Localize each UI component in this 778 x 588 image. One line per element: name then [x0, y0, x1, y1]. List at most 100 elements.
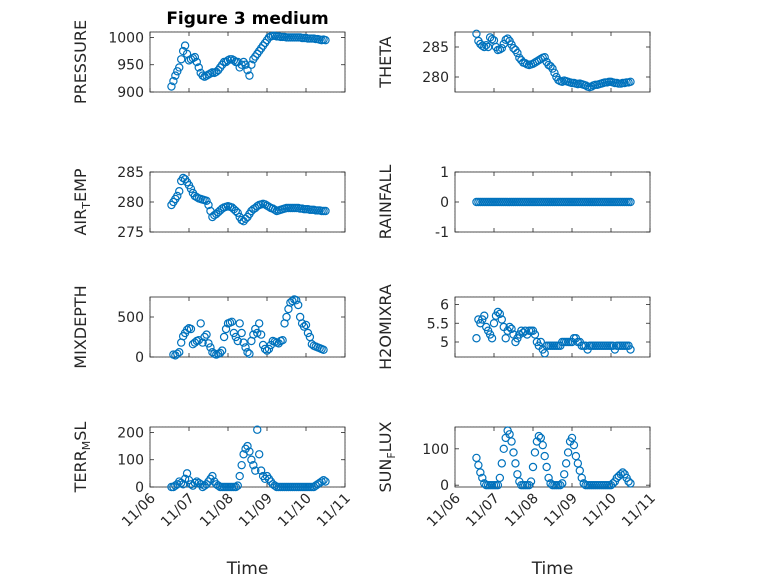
data-point [288, 296, 297, 306]
data-point [497, 459, 506, 468]
data-point [493, 307, 503, 317]
data-point [241, 343, 250, 352]
data-point [497, 315, 506, 324]
y-axis-label: AIRTEMP [71, 168, 93, 235]
data-point [526, 477, 536, 486]
data-point [204, 200, 213, 210]
subplot-2: 280 285 THETA [376, 29, 651, 93]
y-tick-label: 500 [117, 310, 144, 326]
data-point [194, 63, 203, 72]
data-point [255, 319, 264, 328]
chart-title: Figure 3 medium [166, 9, 328, 29]
data-point [546, 479, 555, 488]
data-point [192, 57, 201, 67]
data-point [175, 348, 184, 357]
y-tick-label: 200 [117, 425, 144, 441]
data-point [239, 338, 248, 347]
data-point [321, 35, 330, 45]
data-point [253, 425, 262, 434]
y-tick-label: 0 [440, 195, 449, 211]
y-tick-label: 0 [440, 478, 449, 494]
data-point [528, 462, 538, 472]
data-point [245, 349, 254, 358]
data-point [227, 317, 237, 326]
data-point [202, 330, 211, 339]
data-point [501, 35, 510, 45]
data-point [534, 431, 544, 441]
data-point [243, 65, 252, 75]
y-tick-label: 100 [117, 453, 144, 469]
data-point [478, 41, 487, 51]
data-point [624, 477, 633, 486]
data-point [480, 42, 489, 52]
data-point [237, 460, 246, 470]
data-point [495, 45, 505, 54]
data-point [540, 349, 549, 358]
data-point [480, 311, 489, 320]
data-point [487, 35, 497, 44]
data-point [243, 348, 252, 357]
data-point [317, 477, 326, 486]
y-tick-label: 0 [135, 350, 144, 366]
y-tick-label: 950 [117, 58, 144, 74]
data-point [548, 64, 557, 73]
y-axis-label: SUNFLUX [376, 421, 398, 492]
data-point [208, 471, 217, 481]
data-point [509, 448, 518, 457]
data-point [262, 346, 272, 355]
data-point [519, 328, 528, 337]
data-point [561, 459, 571, 468]
data-point [182, 325, 192, 334]
data-point [540, 451, 549, 461]
data-point [219, 332, 229, 342]
data-point [231, 206, 240, 216]
data-point [530, 448, 540, 457]
data-point [221, 324, 231, 334]
y-axis-label: RAINFALL [376, 165, 395, 240]
data-point [217, 346, 227, 355]
subplot-1: 900 950 1000 PRESSURE Figure 3 medium [71, 9, 346, 104]
data-point [270, 481, 279, 490]
data-point [180, 41, 190, 50]
data-point [241, 60, 250, 69]
data-point [292, 296, 301, 305]
data-point [175, 186, 184, 196]
data-point [251, 324, 260, 334]
data-point [247, 455, 256, 464]
data-point [319, 475, 328, 485]
data-point [233, 481, 242, 490]
data-point [200, 332, 209, 342]
data-point [560, 470, 569, 479]
series-markers [472, 197, 635, 207]
data-point [495, 473, 505, 483]
y-tick-label: 900 [117, 85, 144, 101]
y-axis-label: THETA [376, 36, 395, 88]
series-markers [169, 295, 328, 360]
data-point [270, 205, 279, 214]
data-point [214, 481, 223, 490]
data-point [499, 444, 508, 454]
data-point [478, 473, 487, 483]
data-point [505, 322, 514, 332]
data-point [626, 77, 635, 87]
series-markers [472, 307, 635, 358]
y-tick-label: 280 [117, 195, 144, 211]
data-point [231, 332, 240, 342]
data-point [196, 319, 205, 328]
series-markers [167, 31, 330, 91]
data-point [202, 196, 211, 205]
data-point [480, 479, 489, 488]
data-point [538, 440, 547, 450]
data-point [536, 337, 546, 347]
y-tick-label: 285 [117, 165, 144, 181]
data-point [278, 336, 287, 345]
data-point [282, 312, 291, 322]
series-markers [472, 426, 635, 490]
data-point [482, 41, 491, 50]
data-point [294, 300, 303, 310]
data-point [530, 330, 540, 339]
y-tick-label: 1 [440, 165, 449, 181]
